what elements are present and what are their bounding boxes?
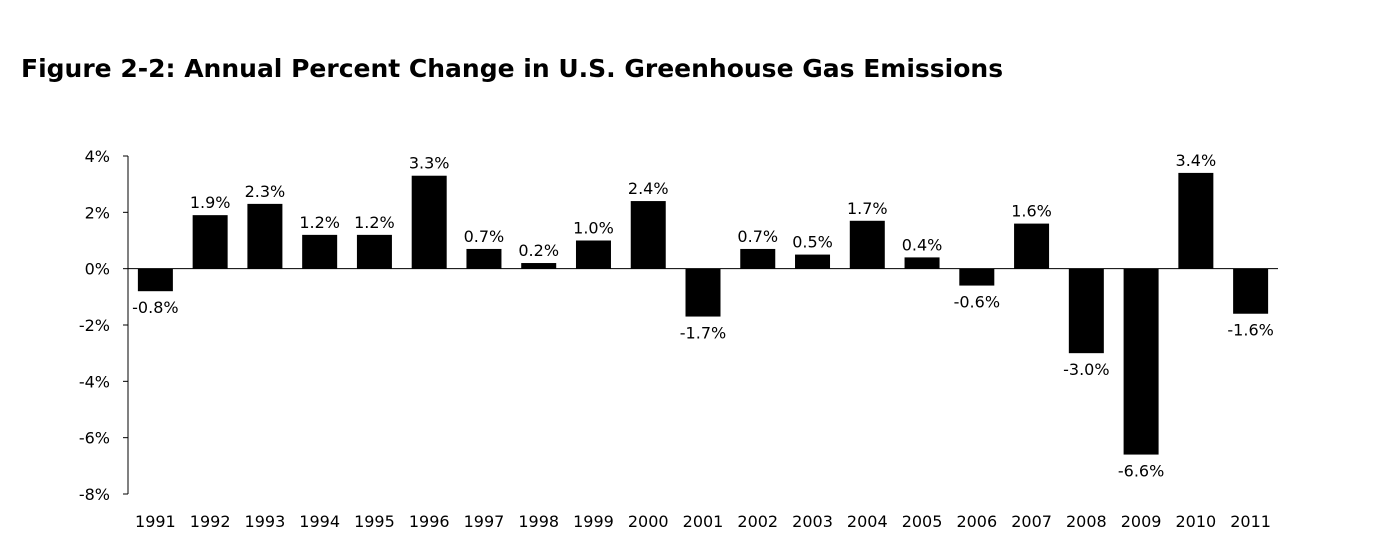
bar-2002 xyxy=(740,248,776,269)
y-tick-label: -4% xyxy=(79,372,110,391)
bar-2003 xyxy=(795,254,831,269)
data-label-1995: 1.2% xyxy=(354,213,395,232)
data-label-2011: -1.6% xyxy=(1227,321,1273,340)
data-label-2006: -0.6% xyxy=(954,293,1000,312)
x-axis: 1991 1992 1993 1994 1995 1996 1997 1998 1999 2000… xyxy=(128,268,1278,531)
bar-1995 xyxy=(356,234,392,269)
data-label-1997: 0.7% xyxy=(464,227,505,246)
data-label-2009: -6.6% xyxy=(1118,462,1164,481)
x-tick-label-2006: 2006 xyxy=(956,512,997,531)
y-tick-label: -8% xyxy=(79,485,110,504)
data-label-1991: -0.8% xyxy=(132,298,178,317)
x-tick-label-2002: 2002 xyxy=(737,512,778,531)
bar-2001 xyxy=(685,268,721,317)
data-label-2005: 0.4% xyxy=(902,235,943,254)
y-tick-label: 2% xyxy=(85,203,110,222)
data-label-2008: -3.0% xyxy=(1063,360,1109,379)
data-label-1998: 0.2% xyxy=(518,241,559,260)
bar-2010 xyxy=(1178,172,1214,269)
x-tick-label-1992: 1992 xyxy=(190,512,231,531)
x-tick-label-1996: 1996 xyxy=(409,512,450,531)
bar-2004 xyxy=(849,220,885,269)
data-labels: -0.8% 1.9% 2.3% 1.2% 1.2% 3.3% 0.7% 0.2% 1.0% 2.4… xyxy=(132,151,1274,481)
bar-1991 xyxy=(137,268,173,292)
x-tick-label-1993: 1993 xyxy=(245,512,286,531)
data-label-1993: 2.3% xyxy=(245,182,286,201)
data-label-2004: 1.7% xyxy=(847,199,888,218)
data-label-1999: 1.0% xyxy=(573,219,614,238)
y-tick-label: -6% xyxy=(79,429,110,448)
bar-1997 xyxy=(466,248,502,269)
x-tick-label-2008: 2008 xyxy=(1066,512,1107,531)
y-tick-label: -2% xyxy=(79,316,110,335)
bars xyxy=(137,172,1269,455)
x-tick-label-1995: 1995 xyxy=(354,512,395,531)
bar-2008 xyxy=(1068,268,1104,354)
chart-title: Figure 2-2: Annual Percent Change in U.S… xyxy=(21,54,1004,83)
bar-1994 xyxy=(302,234,338,269)
x-tick-label-2001: 2001 xyxy=(683,512,724,531)
bar-2000 xyxy=(630,201,666,269)
x-tick-label-1997: 1997 xyxy=(464,512,505,531)
bar-2009 xyxy=(1123,268,1159,455)
data-label-2002: 0.7% xyxy=(737,227,778,246)
x-tick-label-1999: 1999 xyxy=(573,512,614,531)
x-tick-label-2004: 2004 xyxy=(847,512,888,531)
bar-2007 xyxy=(1014,223,1050,269)
bar-2011 xyxy=(1233,268,1269,314)
x-tick-label-2010: 2010 xyxy=(1175,512,1216,531)
data-label-1996: 3.3% xyxy=(409,154,450,173)
bar-1993 xyxy=(247,203,283,269)
y-axis: 4% 2% 0% -2% -4% -6% -8% xyxy=(79,147,129,504)
data-label-1994: 1.2% xyxy=(299,213,340,232)
y-tick-label: 4% xyxy=(85,147,110,166)
x-tick-label-2000: 2000 xyxy=(628,512,669,531)
y-tick-label: 0% xyxy=(85,260,110,279)
data-label-2003: 0.5% xyxy=(792,233,833,252)
data-label-2010: 3.4% xyxy=(1176,151,1217,170)
data-label-1992: 1.9% xyxy=(190,193,231,212)
bar-2005 xyxy=(904,257,940,269)
data-label-2000: 2.4% xyxy=(628,179,669,198)
bar-1998 xyxy=(521,263,557,269)
x-tick-label-2011: 2011 xyxy=(1230,512,1271,531)
bar-1992 xyxy=(192,215,228,269)
x-tick-label-1991: 1991 xyxy=(135,512,176,531)
x-tick-label-1998: 1998 xyxy=(518,512,559,531)
bar-1999 xyxy=(575,240,611,269)
bar-1996 xyxy=(411,175,447,269)
x-tick-label-2007: 2007 xyxy=(1011,512,1052,531)
x-tick-label-1994: 1994 xyxy=(299,512,340,531)
data-label-2001: -1.7% xyxy=(680,324,726,343)
bar-2006 xyxy=(959,268,995,286)
x-tick-label-2009: 2009 xyxy=(1121,512,1162,531)
x-tick-label-2003: 2003 xyxy=(792,512,833,531)
x-tick-label-2005: 2005 xyxy=(902,512,943,531)
data-label-2007: 1.6% xyxy=(1011,202,1052,221)
